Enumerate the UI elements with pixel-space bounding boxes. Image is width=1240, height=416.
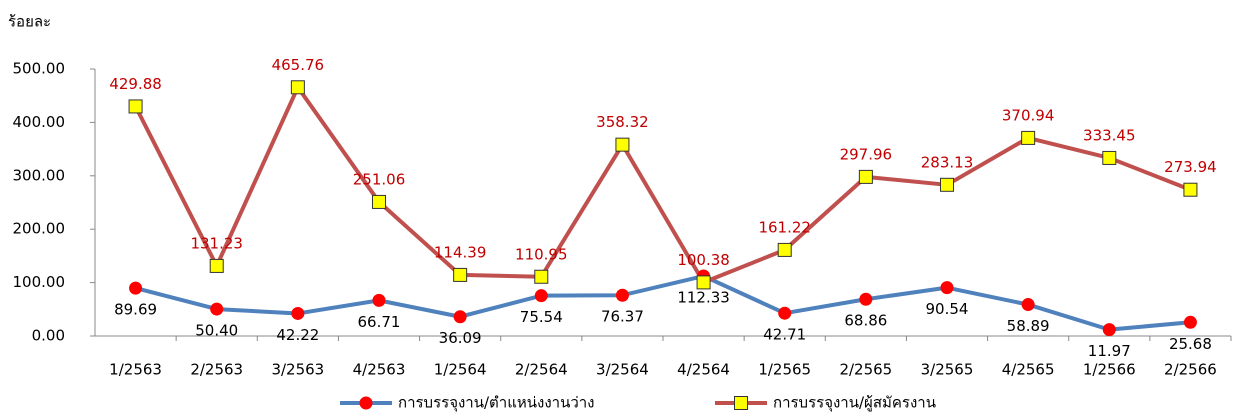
x-tick-label: 2/2564 [515, 361, 568, 379]
data-label: 76.37 [601, 308, 644, 326]
data-label: 131.23 [190, 234, 243, 252]
x-tick-label: 4/2563 [353, 361, 406, 379]
data-label: 110.95 [515, 245, 568, 263]
data-label: 25.68 [1169, 335, 1212, 353]
x-tick-label: 3/2565 [921, 361, 974, 379]
data-label: 114.39 [434, 243, 487, 261]
data-point [777, 242, 792, 257]
data-label: 283.13 [921, 153, 974, 171]
data-label: 89.69 [114, 301, 157, 319]
y-axis-label: ร้อยละ [8, 13, 51, 31]
data-point [696, 275, 711, 290]
x-tick-label: 1/2565 [758, 361, 811, 379]
data-label: 251.06 [353, 170, 406, 188]
data-label: 66.71 [358, 313, 401, 331]
data-point [128, 99, 143, 114]
data-label: 112.33 [677, 289, 730, 307]
x-tick-label: 3/2563 [271, 361, 324, 379]
data-point [615, 288, 629, 302]
x-tick-label: 1/2566 [1083, 361, 1136, 379]
data-point [534, 289, 548, 303]
data-label: 75.54 [520, 308, 563, 326]
data-point [859, 292, 873, 306]
data-label: 42.22 [276, 326, 319, 344]
data-point [1102, 150, 1117, 165]
y-tick-label: 200.00 [13, 220, 66, 238]
data-point [940, 281, 954, 295]
x-tick-label: 4/2564 [677, 361, 730, 379]
data-point [1021, 130, 1036, 145]
data-point [372, 293, 386, 307]
y-tick-label: 500.00 [13, 60, 66, 78]
legend-label: การบรรจุงาน/ผู้สมัครงาน [773, 394, 936, 413]
y-tick-label: 400.00 [13, 113, 66, 131]
data-point [858, 169, 873, 184]
data-label: 58.89 [1007, 317, 1050, 335]
x-tick-label: 2/2563 [190, 361, 243, 379]
data-point [615, 137, 630, 152]
data-point [778, 306, 792, 320]
data-label: 68.86 [844, 312, 887, 330]
x-tick-label: 4/2565 [1002, 361, 1055, 379]
data-point [1021, 298, 1035, 312]
x-tick-label: 2/2566 [1164, 361, 1217, 379]
data-point [1183, 315, 1197, 329]
data-point [290, 80, 305, 95]
data-label: 370.94 [1002, 106, 1055, 124]
data-label: 90.54 [926, 300, 969, 318]
data-label: 161.22 [758, 218, 811, 236]
data-label: 11.97 [1088, 342, 1131, 360]
data-point [209, 258, 224, 273]
x-tick-label: 1/2564 [434, 361, 487, 379]
data-point [940, 177, 954, 192]
data-label: 42.71 [763, 326, 806, 344]
data-point [372, 194, 386, 209]
data-point [453, 267, 468, 282]
x-tick-label: 2/2565 [839, 361, 892, 379]
data-point [210, 302, 224, 316]
data-label: 100.38 [677, 251, 730, 269]
x-tick-label: 3/2564 [596, 361, 649, 379]
data-label: 36.09 [439, 329, 482, 347]
data-label: 429.88 [109, 75, 162, 93]
data-point [534, 269, 549, 284]
data-point [453, 310, 467, 324]
data-label: 358.32 [596, 113, 649, 131]
legend-label: การบรรจุงาน/ตำแหน่งงานว่าง [398, 394, 595, 413]
data-point [291, 306, 305, 320]
legend-marker [359, 396, 373, 410]
y-tick-label: 100.00 [13, 273, 66, 291]
data-point [1183, 182, 1198, 197]
series-line [135, 274, 1191, 332]
data-label: 333.45 [1083, 126, 1136, 144]
x-tick-label: 1/2563 [109, 361, 162, 379]
data-label: 297.96 [840, 145, 893, 163]
data-point [129, 281, 143, 295]
series-line [133, 85, 1192, 285]
legend-marker [734, 396, 748, 410]
data-label: 465.76 [272, 56, 325, 74]
data-label: 50.40 [195, 322, 238, 340]
y-tick-label: 300.00 [13, 166, 66, 184]
data-label: 273.94 [1164, 158, 1217, 176]
data-point [1102, 323, 1116, 337]
y-tick-label: 0.00 [32, 327, 65, 345]
